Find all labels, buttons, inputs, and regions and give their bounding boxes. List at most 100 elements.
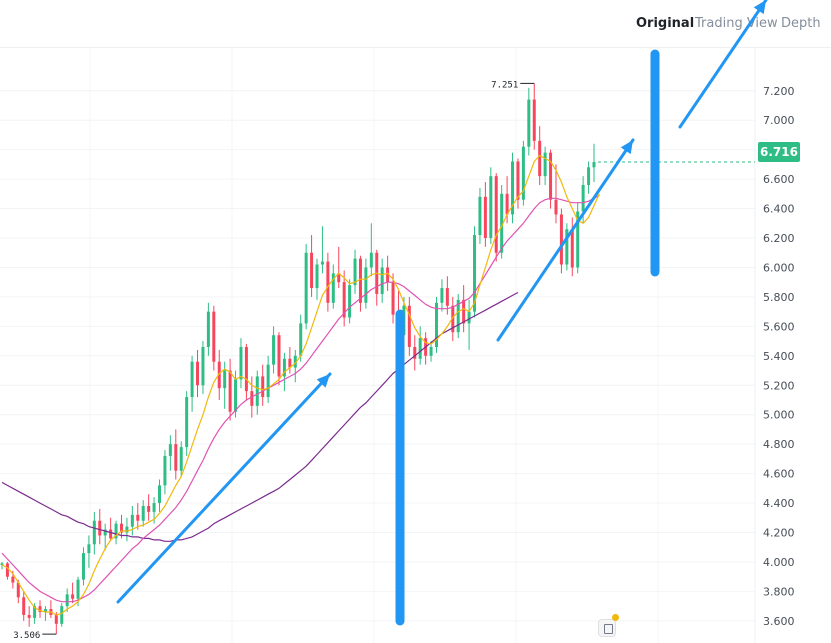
candle-body	[500, 193, 504, 253]
candle-body	[342, 282, 346, 318]
candle-body	[125, 526, 129, 533]
candle-body	[266, 364, 270, 398]
candle-body	[152, 503, 156, 512]
tab-depth[interactable]: Depth	[781, 16, 821, 31]
candle-body	[103, 529, 107, 536]
candle-body	[293, 355, 297, 368]
candle-body	[65, 594, 69, 607]
y-tick-label: 7.200	[763, 85, 795, 98]
notes-icon[interactable]	[598, 619, 616, 637]
candle-body	[147, 506, 151, 512]
candle-body	[570, 229, 574, 268]
candle-body	[326, 261, 330, 303]
candle-body	[76, 579, 80, 599]
candle-body	[38, 606, 42, 613]
y-tick-label: 6.400	[763, 203, 795, 216]
candle-body	[158, 485, 162, 504]
candle-body	[11, 576, 15, 583]
candle-body	[217, 361, 221, 389]
candle-body	[331, 273, 335, 303]
candle-body	[559, 214, 563, 265]
candle-body	[516, 161, 520, 200]
candle-body	[60, 606, 64, 624]
candle-body	[244, 346, 248, 392]
candle-body	[467, 311, 471, 324]
ma-mid-line	[1, 194, 600, 603]
candle-body	[141, 506, 145, 521]
y-tick-label: 5.400	[763, 350, 795, 363]
candle-body	[163, 455, 167, 486]
tab-trading-view[interactable]: Trading View	[695, 16, 778, 31]
candle-body	[87, 544, 91, 554]
candle-body	[43, 609, 47, 613]
y-tick-label: 4.800	[763, 438, 795, 451]
candle-body	[206, 311, 210, 347]
candle-body	[429, 346, 433, 356]
candle-body	[98, 520, 102, 536]
candle-body	[282, 358, 286, 377]
candle-body	[190, 361, 194, 398]
candle-body	[255, 376, 259, 406]
candle-body	[483, 196, 487, 239]
annotation-arrow-1	[116, 372, 332, 604]
candle-body	[71, 594, 75, 599]
y-tick-label: 6.000	[763, 261, 795, 274]
candle-body	[272, 335, 276, 365]
candle-body	[380, 267, 384, 294]
candle-body	[277, 335, 281, 377]
candle-body	[130, 514, 134, 527]
candle-body	[532, 99, 536, 141]
candle-body	[413, 346, 417, 359]
candle-body	[81, 553, 85, 580]
candle-body	[587, 167, 591, 185]
candle-body	[109, 529, 113, 539]
candle-body	[478, 196, 482, 236]
y-tick-label: 3.600	[763, 615, 795, 628]
y-tick-label: 3.800	[763, 585, 795, 598]
y-tick-label: 5.000	[763, 409, 795, 422]
ma-short-line	[1, 154, 600, 616]
chart-tabs-bar: Original Trading View Depth	[0, 0, 831, 48]
candle-body	[391, 282, 395, 315]
candle-body	[261, 376, 265, 398]
annotation-arrow-2	[496, 138, 635, 342]
candle-body	[212, 311, 216, 362]
candle-body	[185, 397, 189, 448]
candle-body	[386, 267, 390, 283]
candle-body	[179, 447, 183, 471]
candle-body	[456, 299, 460, 333]
candle-body	[0, 563, 4, 565]
candle-body	[337, 273, 341, 283]
high-price-label: 7.251	[491, 80, 518, 90]
candle-body	[299, 323, 303, 356]
y-tick-label: 5.200	[763, 379, 795, 392]
y-tick-label: 7.000	[763, 114, 795, 127]
candle-body	[288, 358, 292, 368]
candle-body	[418, 338, 422, 359]
y-tick-label: 5.600	[763, 320, 795, 333]
candle-body	[223, 370, 227, 389]
y-tick-label: 4.600	[763, 468, 795, 481]
candle-body	[174, 444, 178, 471]
candle-body	[310, 252, 314, 289]
candle-body	[505, 193, 509, 215]
candle-body	[5, 563, 9, 577]
candle-body	[136, 514, 140, 521]
candle-body	[445, 288, 449, 306]
candle-body	[489, 176, 493, 239]
y-tick-label: 6.600	[763, 173, 795, 186]
ma-long-line	[1, 291, 519, 542]
candle-body	[440, 288, 444, 303]
candle-body	[320, 261, 324, 265]
annotation-arrow-3	[678, 0, 768, 129]
annotation-arrow-2-head	[620, 140, 633, 155]
candle-body	[451, 305, 455, 333]
candle-body	[239, 346, 243, 380]
annotation-arrow-3-head	[753, 0, 766, 15]
candle-body	[473, 235, 477, 312]
y-tick-label: 4.000	[763, 556, 795, 569]
candle-body	[353, 258, 357, 286]
candle-body	[22, 597, 26, 615]
tab-original[interactable]: Original	[636, 16, 695, 31]
